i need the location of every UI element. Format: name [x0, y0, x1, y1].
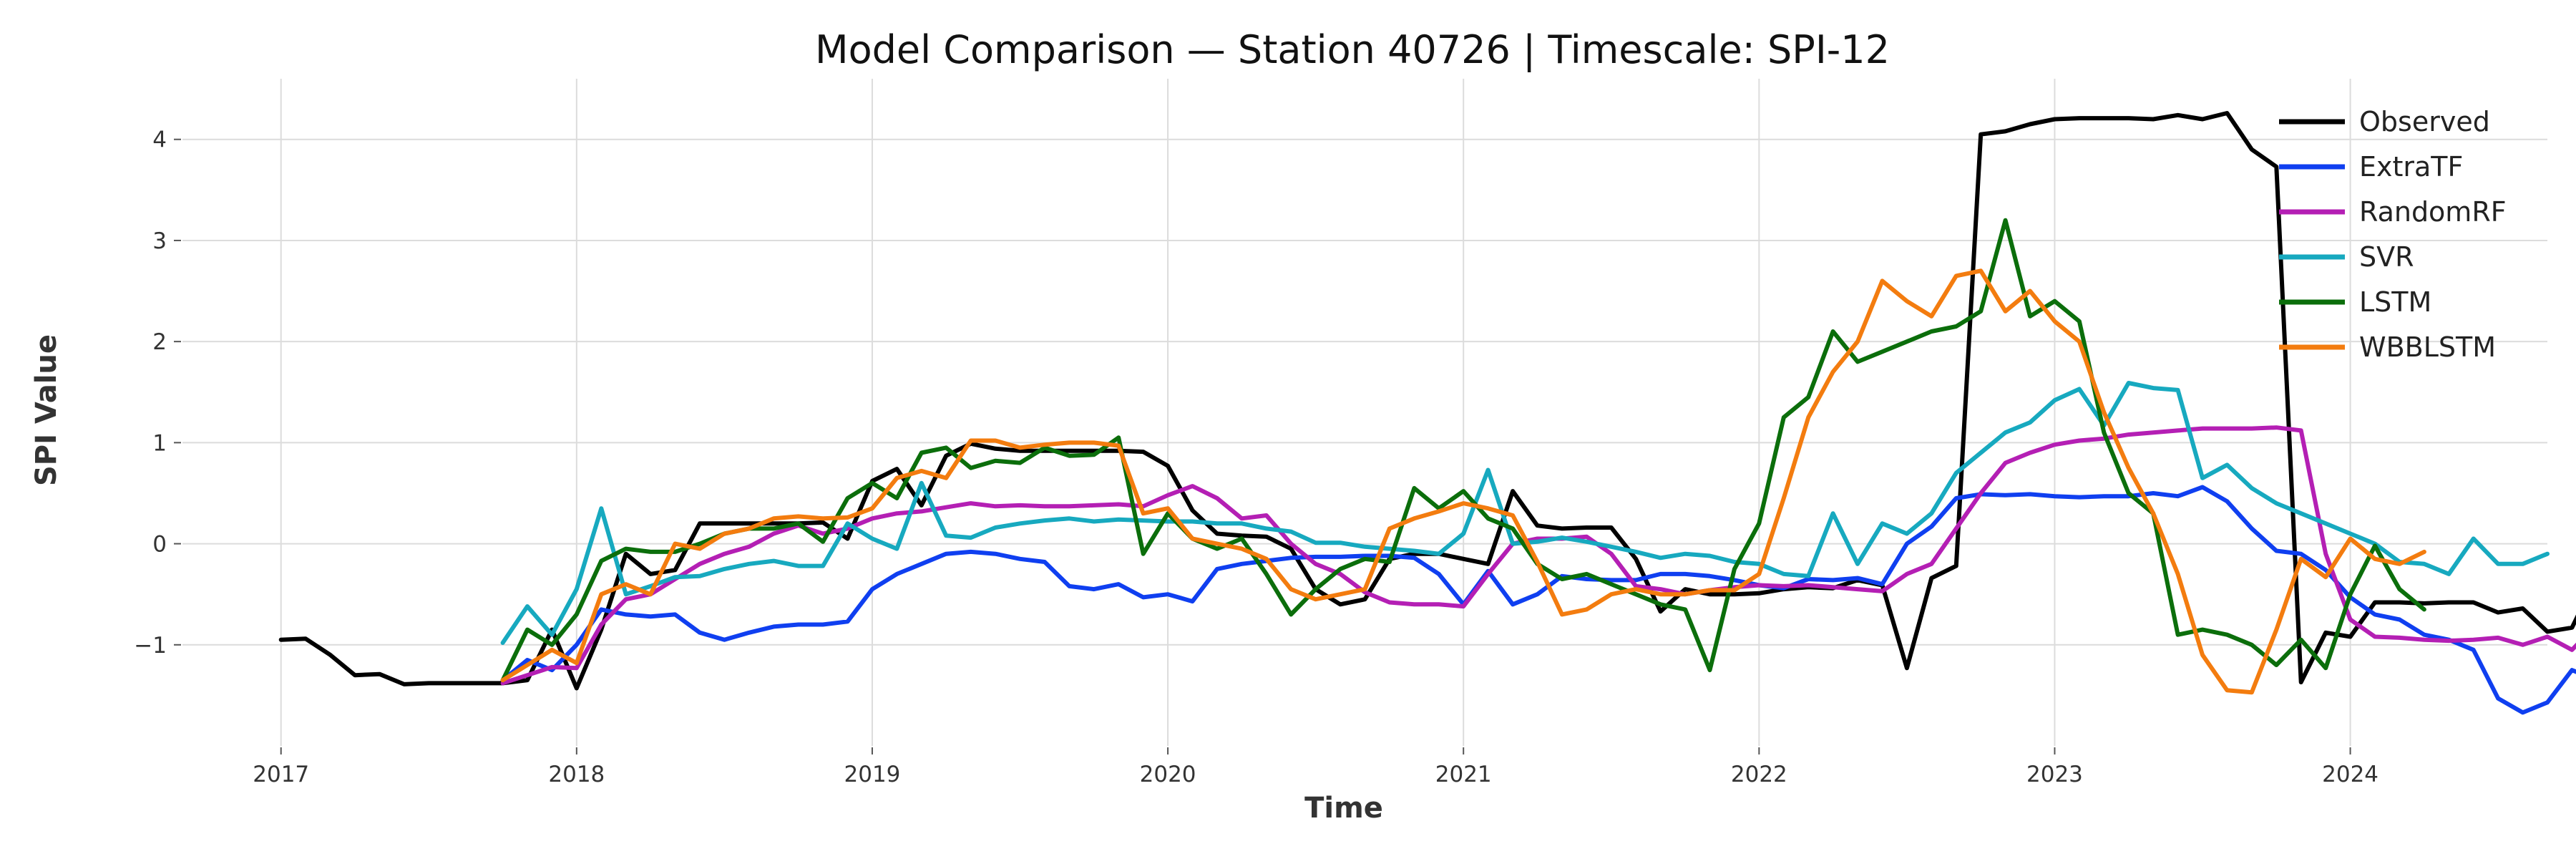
x-tick-label: 2022: [1731, 762, 1787, 787]
legend-label-svr: SVR: [2359, 241, 2414, 273]
x-tick-label: 2020: [1140, 762, 1196, 787]
series-lines: [278, 111, 2576, 715]
y-tick-label: 0: [152, 532, 167, 558]
grid: [182, 79, 2547, 746]
y-tick-label: −1: [134, 633, 167, 659]
y-axis-label: SPI Value: [30, 334, 63, 486]
x-tick-label: 2017: [253, 762, 309, 787]
y-tick-label: 1: [152, 430, 167, 456]
x-tick-label: 2021: [1435, 762, 1492, 787]
axis-ticks: −1 0 1 2 3 4 2017 2018 2019 2020 2021 2022 2023 2024: [134, 127, 2379, 787]
x-axis-label: Time: [1304, 792, 1383, 825]
y-tick-label: 4: [152, 127, 167, 153]
legend: Observed ExtraTF RandomRF SVR LSTM WBBLSTM: [2279, 106, 2507, 363]
series-line-wbblstm: [500, 268, 2426, 695]
legend-label-lstm: LSTM: [2359, 286, 2431, 318]
y-tick-label: 3: [152, 228, 167, 254]
y-tick-label: 2: [152, 329, 167, 355]
series-line-randomrf: [500, 425, 2576, 686]
x-tick-label: 2023: [2026, 762, 2083, 787]
series-line-observed: [278, 111, 2576, 691]
x-tick-label: 2018: [548, 762, 605, 787]
legend-label-wbblstm: WBBLSTM: [2359, 331, 2496, 363]
legend-label-randomrf: RandomRF: [2359, 196, 2507, 228]
legend-label-extratf: ExtraTF: [2359, 151, 2463, 183]
legend-label-observed: Observed: [2359, 106, 2490, 137]
x-tick-label: 2019: [844, 762, 901, 787]
x-tick-label: 2024: [2322, 762, 2379, 787]
chart-title: Model Comparison — Station 40726 | Times…: [815, 27, 1890, 72]
series-line-lstm: [500, 218, 2426, 683]
